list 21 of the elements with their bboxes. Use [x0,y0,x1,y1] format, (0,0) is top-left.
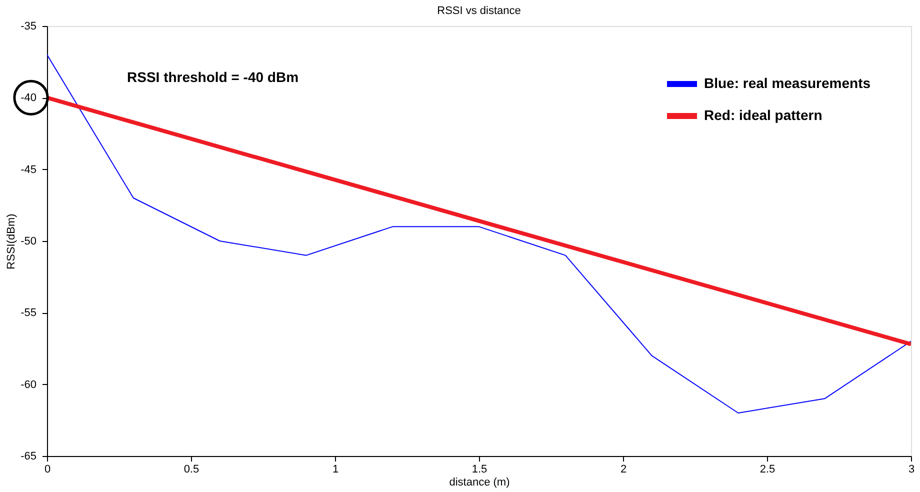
x-tick-label: 3 [908,464,915,476]
y-axis-title: RSSI(dBm) [6,214,18,270]
chart-title: RSSI vs distance [437,5,521,17]
y-tick-label: -35 [20,20,36,32]
x-tick-label: 0 [44,464,51,476]
y-tick-label: -40 [20,92,36,104]
x-axis-title: distance (m) [449,476,510,488]
y-tick-label: -60 [20,378,36,391]
x-tick-label: 1.5 [472,464,488,476]
legend-label: Red: ideal pattern [704,107,822,123]
x-tick-label: 2 [620,464,627,476]
y-tick-label: -45 [20,164,36,176]
y-tick-label: -55 [20,307,36,320]
x-tick-label: 1 [332,464,339,476]
line-series [47,54,911,414]
x-tick-label: 2.5 [760,464,776,476]
legend-label: Blue: real measurements [704,75,871,91]
y-tick-label: -65 [20,450,36,462]
annotation: RSSI threshold = -40 dBm [127,69,299,85]
x-tick-label: 0.5 [184,464,200,476]
y-tick-label: -50 [20,236,36,248]
